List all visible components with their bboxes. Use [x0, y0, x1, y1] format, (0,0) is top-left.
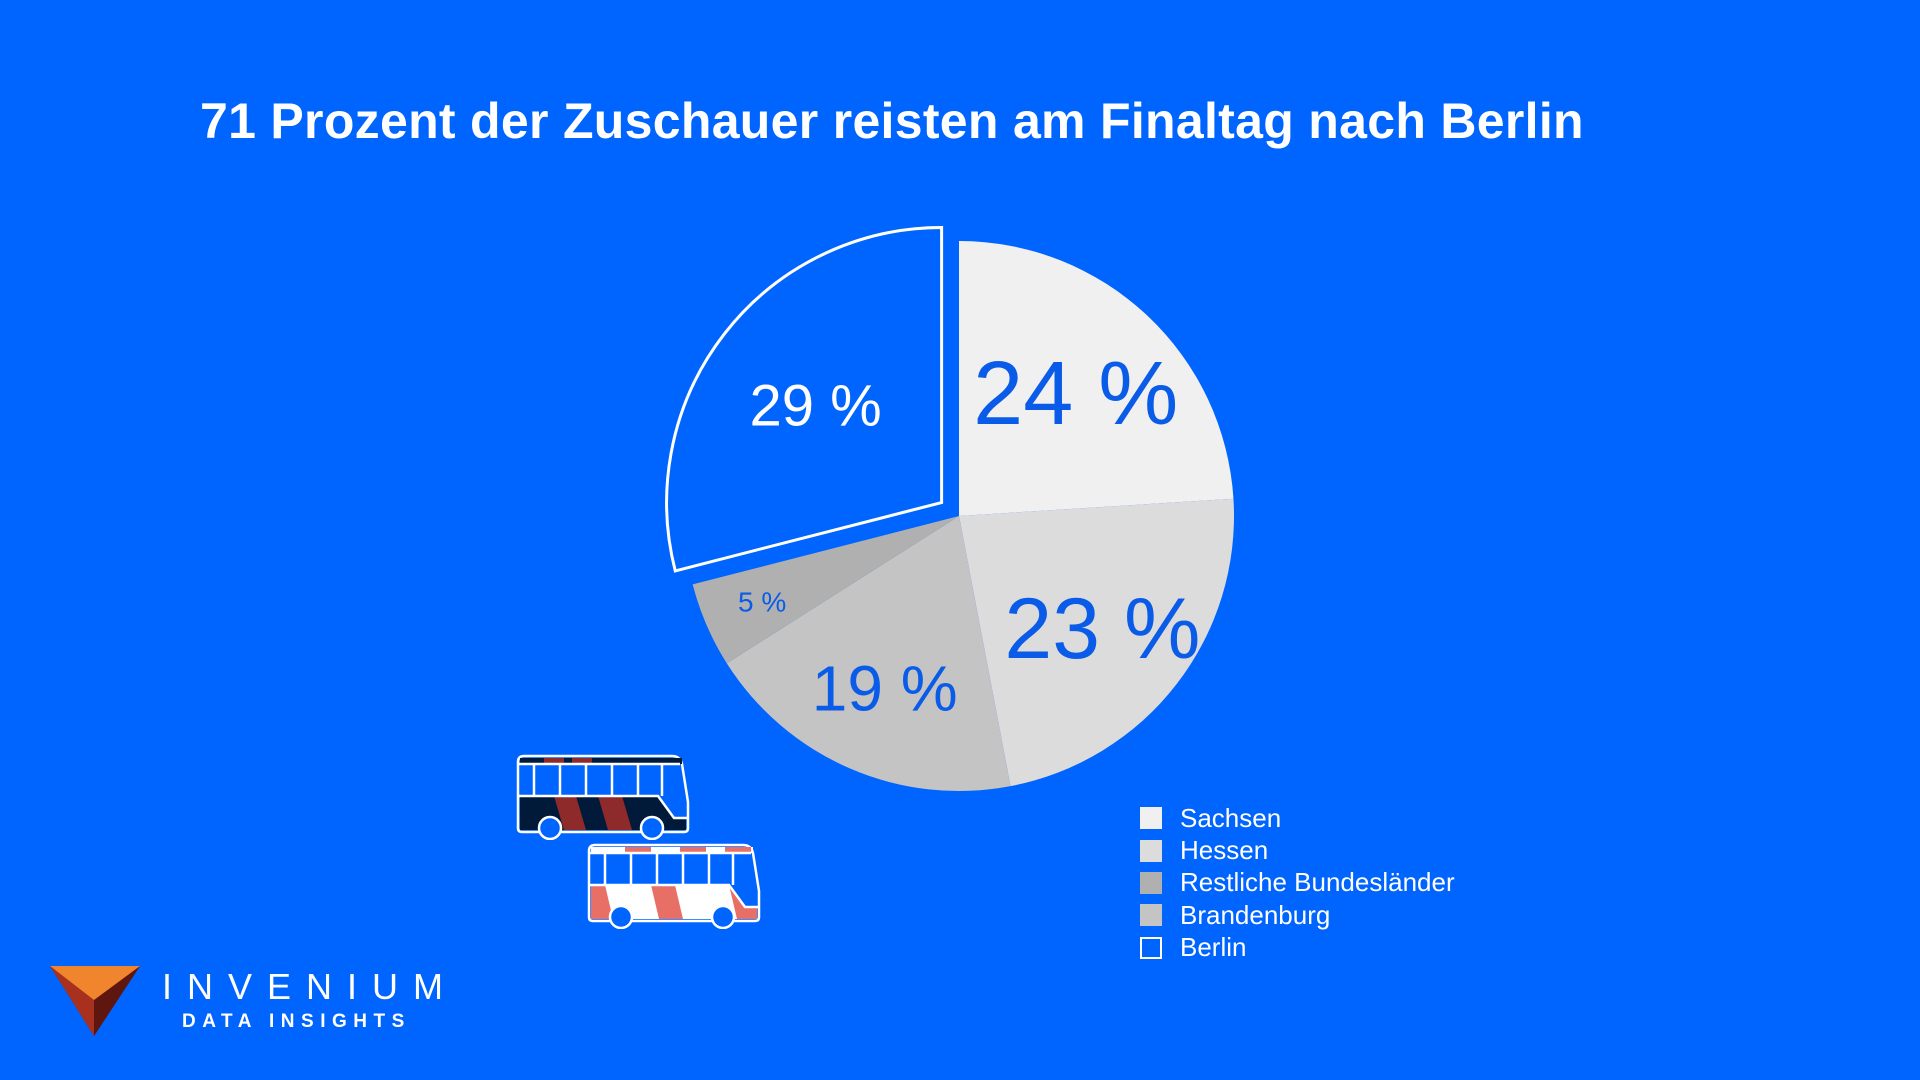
- legend-swatch: [1140, 936, 1162, 959]
- legend-item-berlin: Berlin: [1140, 932, 1455, 964]
- brand-tagline: DATA INSIGHTS: [182, 1011, 411, 1032]
- bus-icon-dark: [516, 754, 690, 840]
- legend-item-sachsen: Sachsen: [1140, 802, 1455, 834]
- pie-slice-hessen: [959, 498, 1235, 787]
- legend-label: Berlin: [1180, 932, 1247, 963]
- pie-slice-brandenburg: [726, 516, 1011, 791]
- data-label: 24 %: [973, 344, 1178, 444]
- legend-item-brandenburg: Brandenburg: [1140, 899, 1455, 931]
- data-label: 19 %: [812, 653, 958, 725]
- pie-slice-berlin: [665, 226, 944, 573]
- bus-icon-light: [587, 843, 761, 929]
- legend-swatch: [1140, 871, 1162, 894]
- pie-slice-restliche-bundesl-nder: [692, 516, 959, 664]
- legend-swatch: [1140, 839, 1162, 862]
- data-label: 5 %: [738, 586, 786, 617]
- chart-title: 71 Prozent der Zuschauer reisten am Fina…: [200, 93, 1584, 149]
- legend-swatch: [1140, 807, 1162, 830]
- pie-slice-sachsen: [959, 241, 1234, 516]
- legend-label: Brandenburg: [1180, 899, 1331, 930]
- brand-name: INVENIUM: [162, 966, 459, 1007]
- legend-label: Restliche Bundesländer: [1180, 867, 1455, 898]
- legend-label: Sachsen: [1180, 802, 1282, 833]
- data-label: 23 %: [1004, 581, 1200, 677]
- invenium-triangle-logo: [50, 966, 140, 1036]
- legend-item-hessen: Hessen: [1140, 834, 1455, 866]
- data-label: 29 %: [749, 374, 881, 439]
- legend-label: Hessen: [1180, 835, 1269, 866]
- legend-swatch: [1140, 904, 1162, 927]
- legend-item-restliche: Restliche Bundesländer: [1140, 867, 1455, 899]
- legend: Sachsen Hessen Restliche Bundesländer Br…: [1140, 802, 1455, 964]
